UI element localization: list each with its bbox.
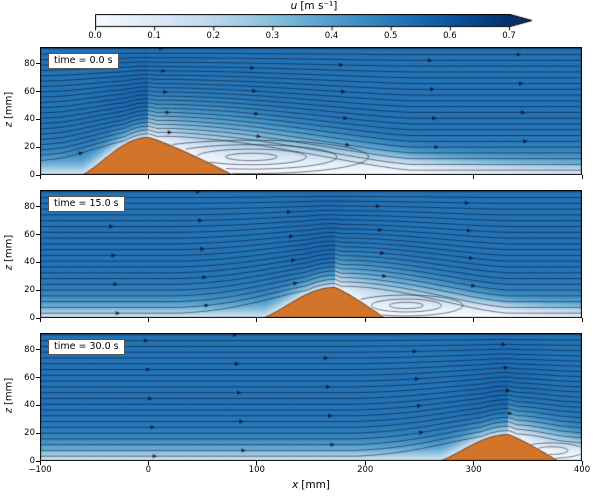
z-tick-mark [36,349,40,351]
z-axis-label-2: z[mm] [4,361,15,431]
x-tick-label: 300 [465,465,482,475]
streamplot-canvas-1 [40,190,582,318]
z-tick-label: 20 [24,428,35,439]
x-tick-label: 200 [357,465,374,475]
x-tick-mark [39,318,41,322]
z-tick-label: 80 [24,201,35,212]
x-tick-label: 100 [248,465,265,475]
z-tick-mark [36,206,40,208]
z-tick-mark [36,63,40,65]
z-axis-label-1: z[mm] [4,218,15,288]
x-tick-mark [256,461,258,465]
time-label-0: time = 0.0 s [48,53,119,70]
x-tick-mark [581,318,583,322]
z-tick-label: 80 [24,344,35,355]
x-tick-mark [364,175,366,179]
time-label-1: time = 15.0 s [48,196,125,213]
panel-time-0s: time = 0.0 s z[mm] 0 20 40 60 80 [4,47,583,180]
x-tick-label: −100 [28,465,52,475]
z-tick-mark [36,118,40,120]
z-tick-mark [36,377,40,379]
z-tick-mark [36,317,40,319]
panel-time-15s: time = 15.0 s z[mm] 0 20 40 60 80 [4,190,583,323]
z-tick-label: 60 [24,229,35,240]
colorbar-title-unit: [m s⁻¹] [300,0,338,12]
x-tick-mark [473,175,475,179]
colorbar-tick-label: 0.2 [206,31,221,41]
x-tick-labels: −100 0 100 200 300 400 [28,465,590,477]
z-tick-label: 40 [24,257,35,268]
x-tick-mark [39,461,41,465]
colorbar-tick-label: 0.4 [324,31,339,41]
colorbar-tick-label: 0.7 [502,31,516,41]
x-tick-label: 0 [145,465,152,475]
x-tick-mark [39,175,41,179]
z-tick-label: 60 [24,86,35,97]
colorbar-title: u [m s⁻¹] [95,0,533,12]
x-tick-mark [147,461,149,465]
z-tick-label: 0 [29,313,35,323]
z-tick-mark [36,460,40,462]
x-tick-mark [147,175,149,179]
colorbar-title-variable: u [290,0,298,12]
x-tick-mark [256,318,258,322]
z-tick-mark [36,91,40,93]
x-axis-variable: x [292,479,299,491]
x-tick-mark [364,318,366,322]
z-axis-label-0: z[mm] [4,75,15,145]
x-tick-mark [581,461,583,465]
streamplot-canvas-2 [40,333,582,461]
colorbar-tick-label: 0.6 [443,31,457,41]
z-tick-mark [36,234,40,236]
z-tick-label: 0 [29,456,35,466]
z-tick-mark [36,289,40,291]
x-axis-unit: [mm] [301,479,330,491]
x-axis-label: x [mm] [40,479,582,491]
x-tick-mark [473,461,475,465]
streamplot-canvas-0 [40,47,582,175]
colorbar-tick-label: 0.5 [383,31,398,41]
colorbar [95,14,533,31]
time-label-2: time = 30.0 s [48,339,125,356]
colorbar-tick-label: 0.1 [147,31,161,41]
z-tick-label: 20 [24,142,35,153]
z-tick-mark [36,261,40,263]
z-tick-label: 40 [24,400,35,411]
z-tick-mark [36,174,40,176]
x-tick-mark [473,318,475,322]
z-tick-mark [36,404,40,406]
panel-time-30s: time = 30.0 s z[mm] 0 20 40 60 80 [4,333,583,466]
z-tick-label: 0 [29,170,35,180]
z-tick-label: 60 [24,372,35,383]
z-tick-label: 80 [24,58,35,69]
z-tick-mark [36,146,40,148]
x-tick-mark [364,461,366,465]
colorbar-tick-label: 0.0 [88,31,102,41]
z-tick-label: 20 [24,285,35,296]
colorbar-tick-label: 0.3 [265,31,280,41]
z-tick-label: 40 [24,114,35,125]
x-tick-mark [581,175,583,179]
x-tick-label: 400 [573,465,591,475]
x-tick-mark [147,318,149,322]
x-tick-mark [256,175,258,179]
z-tick-mark [36,432,40,434]
